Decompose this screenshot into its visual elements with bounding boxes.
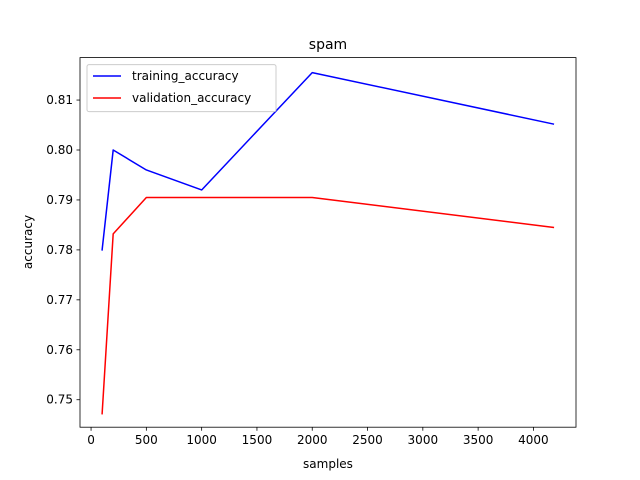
y-tick-label: 0.78	[46, 243, 73, 257]
legend-frame	[86, 64, 277, 113]
x-tick-label: 3500	[463, 433, 494, 447]
y-tick-label: 0.80	[46, 143, 73, 157]
y-tick-label: 0.75	[46, 393, 73, 407]
x-axis-ticks: 0 500 1000 1500 2000 2500 3000 3500 4000	[87, 427, 549, 447]
series-line-training-accuracy	[101, 71, 555, 251]
x-tick-label: 0	[87, 433, 95, 447]
plot-area	[79, 57, 577, 428]
x-tick-label: 2500	[352, 433, 383, 447]
x-axis-label: samples	[303, 457, 353, 471]
x-tick-label: 1500	[242, 433, 273, 447]
legend-label-training-accuracy: training_accuracy	[132, 69, 239, 83]
axes-frame	[79, 57, 577, 428]
y-tick-label: 0.81	[46, 93, 73, 107]
series-line-validation-accuracy	[101, 196, 555, 415]
x-tick-label: 4000	[518, 433, 549, 447]
legend: training_accuracy validation_accuracy	[86, 64, 277, 113]
x-tick-label: 1000	[186, 433, 217, 447]
y-tick-label: 0.79	[46, 193, 73, 207]
y-axis-ticks: 0.75 0.76 0.77 0.78 0.79 0.80 0.81	[46, 93, 80, 407]
x-tick-label: 500	[135, 433, 158, 447]
y-tick-label: 0.76	[46, 343, 73, 357]
chart-title: spam	[309, 37, 347, 53]
y-tick-label: 0.77	[46, 293, 73, 307]
legend-label-validation-accuracy: validation_accuracy	[132, 91, 251, 105]
y-axis-label: accuracy	[21, 215, 35, 269]
x-tick-label: 2000	[297, 433, 328, 447]
series-layer	[101, 71, 555, 415]
x-tick-label: 3000	[408, 433, 439, 447]
